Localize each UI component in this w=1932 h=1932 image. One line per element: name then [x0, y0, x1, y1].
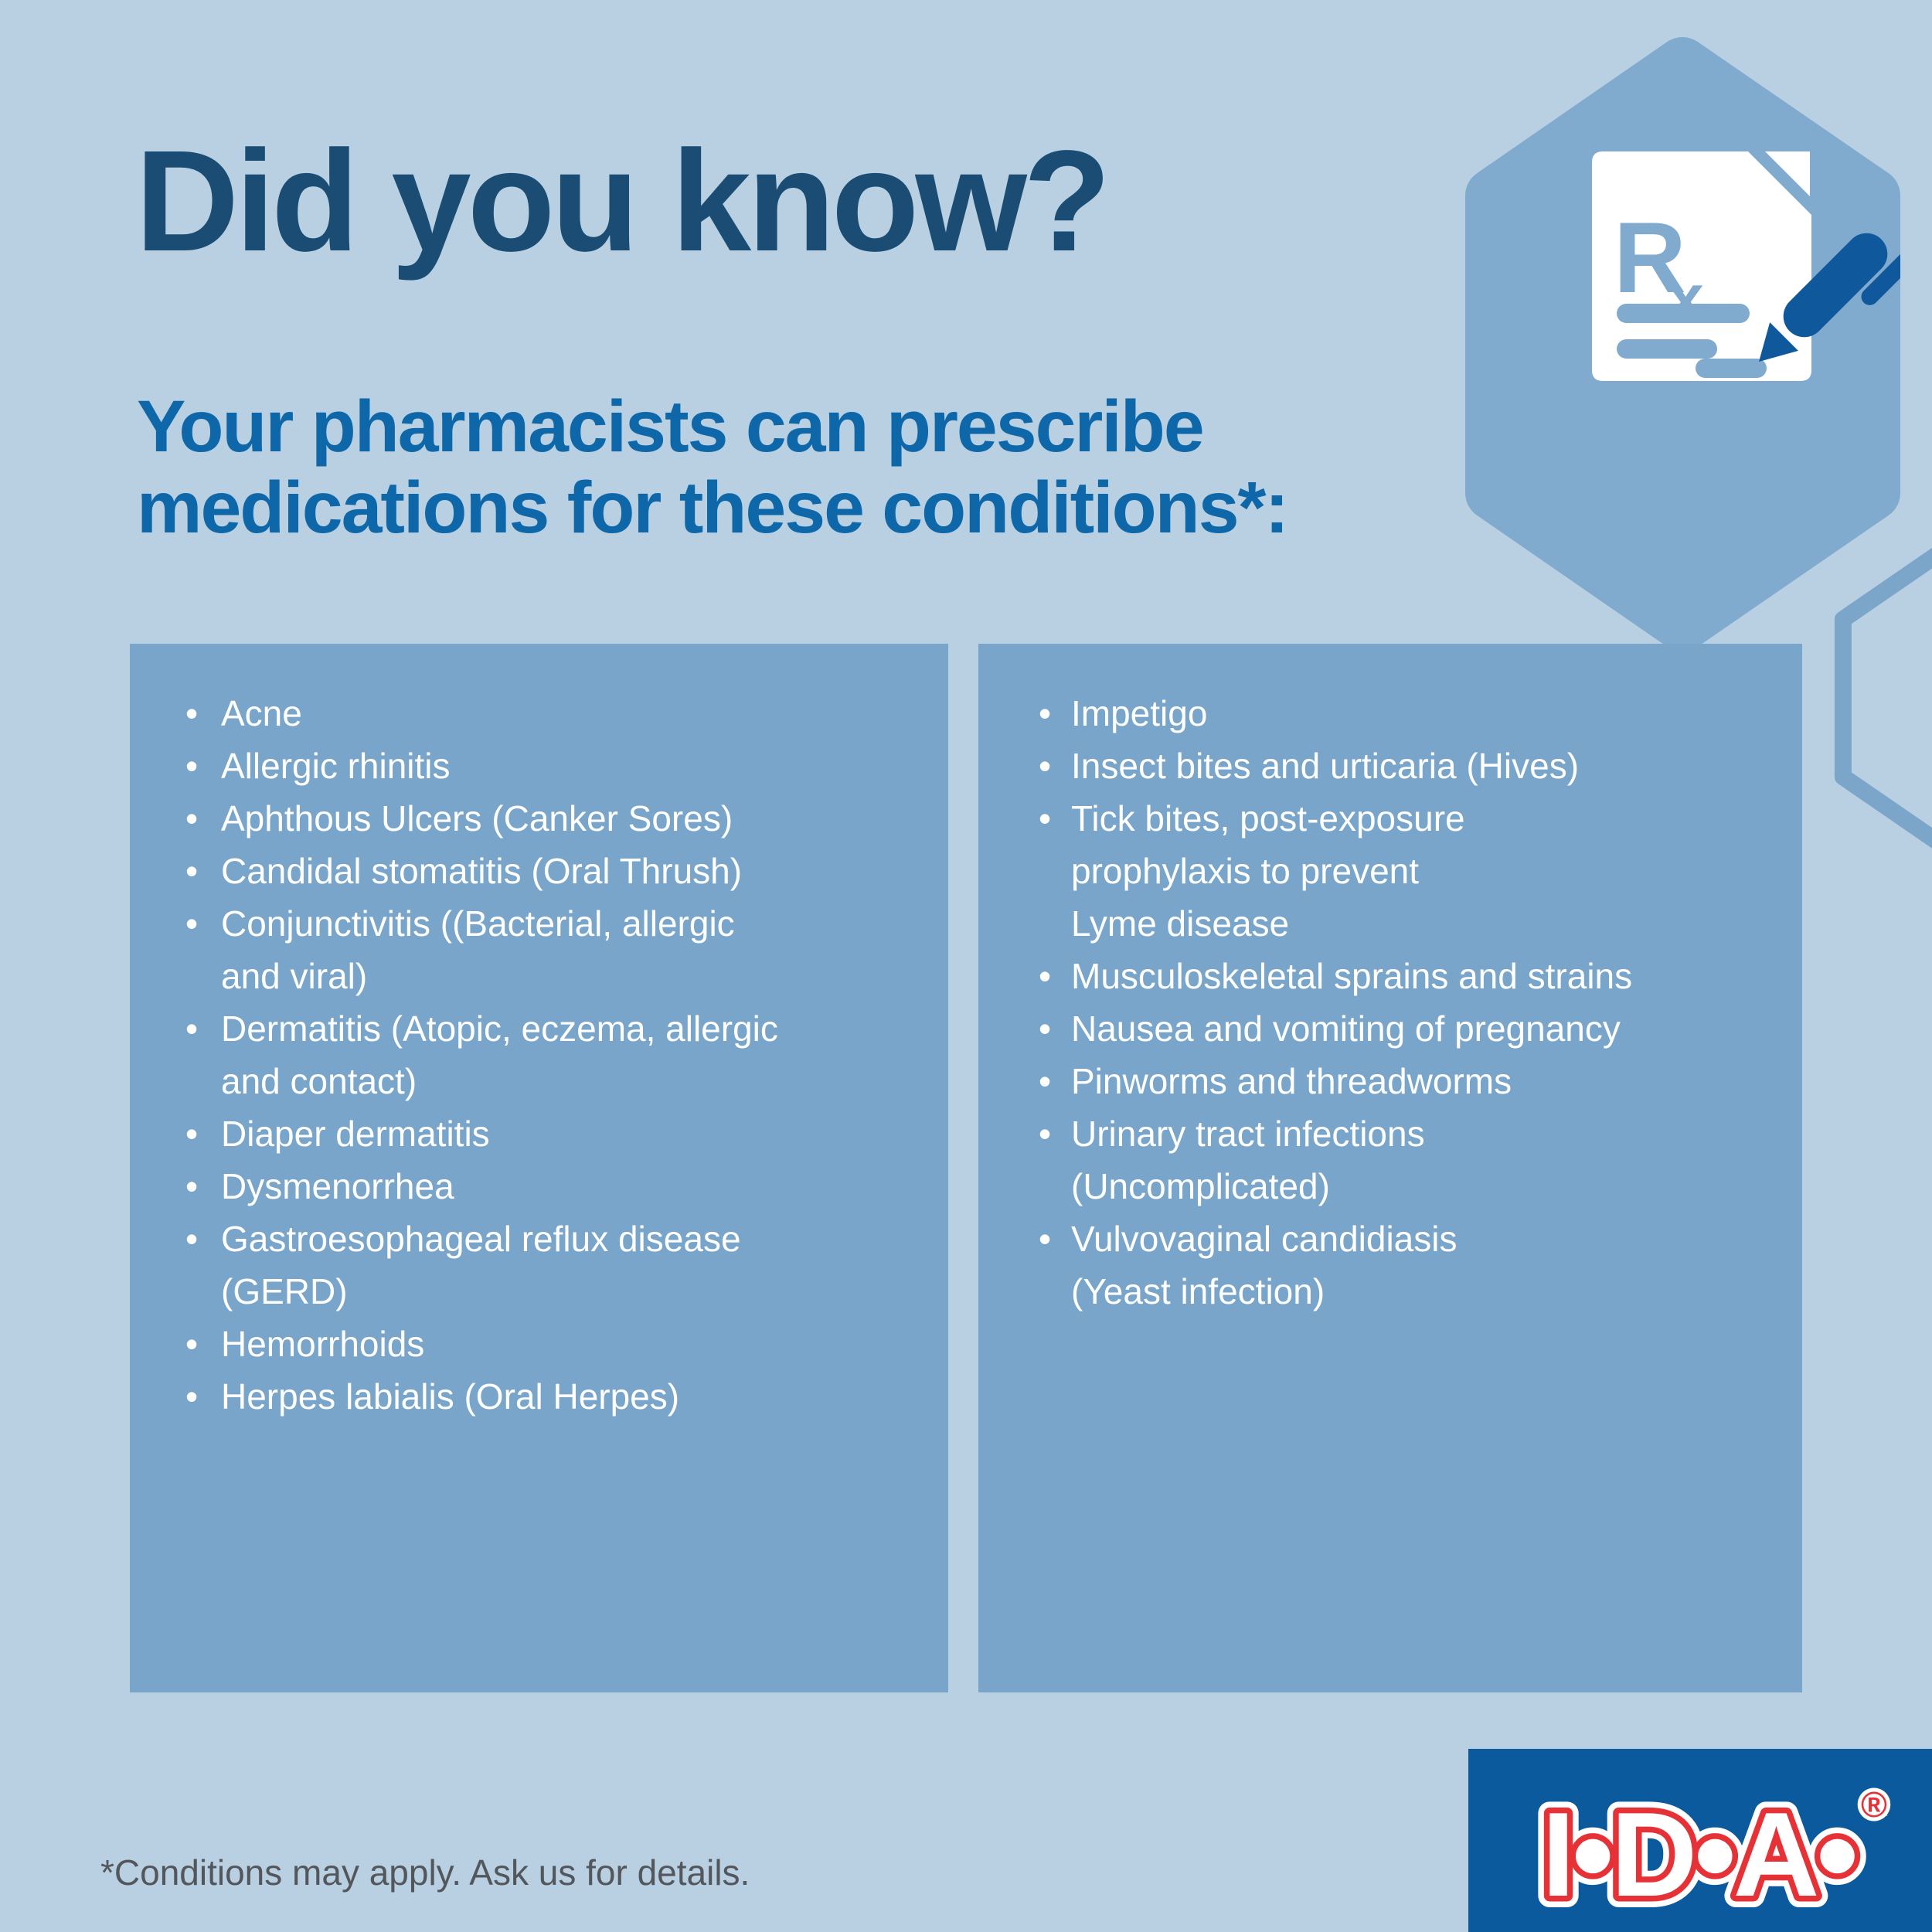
pen-icon — [1759, 233, 1900, 362]
condition-item: Dermatitis (Atopic, eczema, allergic and… — [130, 1002, 925, 1107]
page-title: Did you know? — [135, 121, 1111, 281]
conditions-list-left: AcneAllergic rhinitisAphthous Ulcers (Ca… — [130, 644, 948, 1423]
document-line — [1617, 339, 1717, 359]
condition-item: Nausea and vomiting of pregnancy — [978, 1002, 1779, 1055]
ida-logo-halo: I•D•A• — [1542, 1787, 1855, 1921]
condition-item: Gastroesophageal reflux disease (GERD) — [130, 1213, 925, 1318]
conditions-list-right: ImpetigoInsect bites and urticaria (Hive… — [978, 644, 1802, 1318]
document-line — [1617, 304, 1750, 323]
condition-item: Herpes labialis (Oral Herpes) — [130, 1370, 925, 1423]
condition-item: Tick bites, post-exposure prophylaxis to… — [978, 792, 1779, 950]
condition-item: Hemorrhoids — [130, 1318, 925, 1370]
condition-item: Candidal stomatitis (Oral Thrush) — [130, 845, 925, 897]
condition-item: Impetigo — [978, 687, 1779, 740]
conditions-panel-right: ImpetigoInsect bites and urticaria (Hive… — [978, 644, 1802, 1692]
condition-item: Acne — [130, 687, 925, 740]
document-line — [1696, 359, 1767, 378]
condition-item: Musculoskeletal sprains and strains — [978, 950, 1779, 1002]
ida-logo-outline: I•D•A• — [1542, 1787, 1855, 1921]
conditions-panel-left: AcneAllergic rhinitisAphthous Ulcers (Ca… — [130, 644, 948, 1692]
condition-item: Urinary tract infections (Uncomplicated) — [978, 1107, 1779, 1213]
ida-logo: I•D•A• I•D•A• I•D•A• ® ® — [1530, 1776, 1891, 1932]
page-subtitle: Your pharmacists can prescribe medicatio… — [137, 386, 1289, 549]
rx-hexagon-badge: R x — [1465, 37, 1900, 651]
condition-item: Conjunctivitis ((Bacterial, allergic and… — [130, 897, 925, 1002]
rx-symbol-r: R — [1614, 201, 1686, 314]
condition-item: Dysmenorrhea — [130, 1160, 925, 1213]
registered-mark-halo: ® — [1861, 1784, 1887, 1825]
condition-item: Allergic rhinitis — [130, 740, 925, 792]
condition-item: Pinworms and threadworms — [978, 1055, 1779, 1107]
condition-item: Insect bites and urticaria (Hives) — [978, 740, 1779, 792]
condition-item: Vulvovaginal candidiasis (Yeast infectio… — [978, 1213, 1779, 1318]
prescription-document-icon: R x — [1592, 151, 1811, 381]
condition-item: Aphthous Ulcers (Canker Sores) — [130, 792, 925, 845]
subtitle-line-1: Your pharmacists can prescribe — [137, 386, 1205, 468]
footnote-text: *Conditions may apply. Ask us for detail… — [100, 1852, 750, 1893]
registered-mark: ® — [1861, 1784, 1887, 1825]
hexagon-outline-decoration — [1834, 547, 1932, 849]
condition-item: Diaper dermatitis — [130, 1107, 925, 1160]
subtitle-line-2: medications for these conditions*: — [137, 467, 1289, 549]
ida-logo-panel: I•D•A• I•D•A• I•D•A• ® ® — [1468, 1749, 1932, 1932]
ida-logo-letters: I•D•A• — [1542, 1787, 1855, 1921]
